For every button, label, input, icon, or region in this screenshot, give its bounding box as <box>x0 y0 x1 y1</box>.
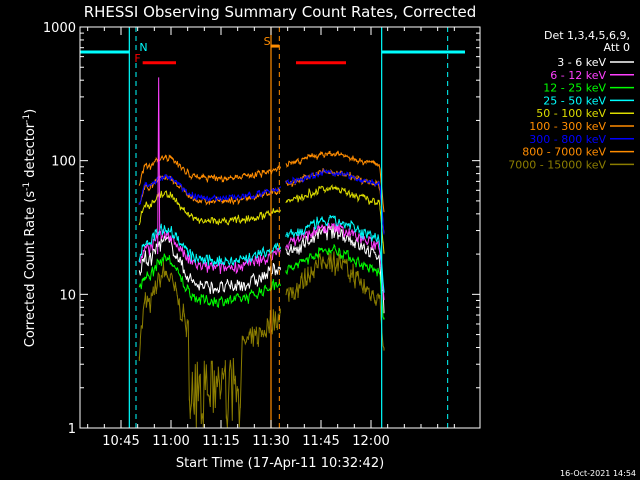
chart-title: RHESSI Observing Summary Count Rates, Co… <box>84 3 477 21</box>
series-line-3 <box>285 214 385 293</box>
x-tick-label: 11:15 <box>202 434 239 449</box>
axes: 1 10 100 1000 10:45 11:00 11:15 11:30 11:45 12:00 <box>43 21 480 449</box>
y-tick-label: 10 <box>59 288 76 303</box>
y-axis-label: Corrected Count Rate (s-1 detector-1) <box>22 109 38 347</box>
saa-marker-label: S <box>264 35 271 48</box>
x-tick-label: 11:30 <box>252 434 289 449</box>
series-line-0 <box>138 235 281 295</box>
legend-label: 25 - 50 keV <box>543 94 606 107</box>
series-line-6 <box>285 168 385 235</box>
y-tick-label: 1 <box>68 422 76 437</box>
series-line-3 <box>138 223 281 267</box>
x-tick-label: 11:00 <box>152 434 189 449</box>
legend-label: 12 - 25 keV <box>543 82 606 95</box>
night-marker-label: N <box>139 41 147 54</box>
legend-label: 800 - 7000 keV <box>522 146 606 159</box>
flare-spike <box>157 77 161 255</box>
series-line-2 <box>285 244 385 320</box>
plot-area: NF S <box>80 27 465 429</box>
series-line-2 <box>138 253 281 308</box>
legend-label: 300 - 800 keV <box>529 133 606 146</box>
legend-label: 7000 - 15000 keV <box>508 158 606 171</box>
x-tick-label: 11:45 <box>302 434 339 449</box>
series-line-4 <box>285 184 385 254</box>
series-line-7 <box>138 154 281 186</box>
x-tick-label: 12:00 <box>352 434 389 449</box>
series-line-4 <box>138 190 281 226</box>
legend-label: 6 - 12 keV <box>550 69 606 82</box>
footer-timestamp: 16-Oct-2021 14:54 <box>560 469 636 478</box>
legend-header: Det 1,3,4,5,6,9, <box>544 29 630 42</box>
series-line-6 <box>138 174 281 206</box>
legend-label: 50 - 100 keV <box>536 107 606 120</box>
series-line-5 <box>138 174 281 206</box>
x-tick-label: 10:45 <box>102 434 139 449</box>
plot-frame <box>79 26 481 429</box>
y-tick-label: 1000 <box>43 21 76 36</box>
legend-label: 100 - 300 keV <box>529 120 606 133</box>
flare-marker-label: F <box>134 52 140 65</box>
series-line-8 <box>138 261 281 429</box>
y-tick-label: 100 <box>51 155 76 170</box>
legend-header: Att 0 <box>604 41 630 54</box>
series-line-8 <box>285 251 385 351</box>
series-line-7 <box>285 150 385 213</box>
x-axis-label: Start Time (17-Apr-11 10:32:42) <box>176 456 384 471</box>
legend-label: 3 - 6 keV <box>557 56 606 69</box>
